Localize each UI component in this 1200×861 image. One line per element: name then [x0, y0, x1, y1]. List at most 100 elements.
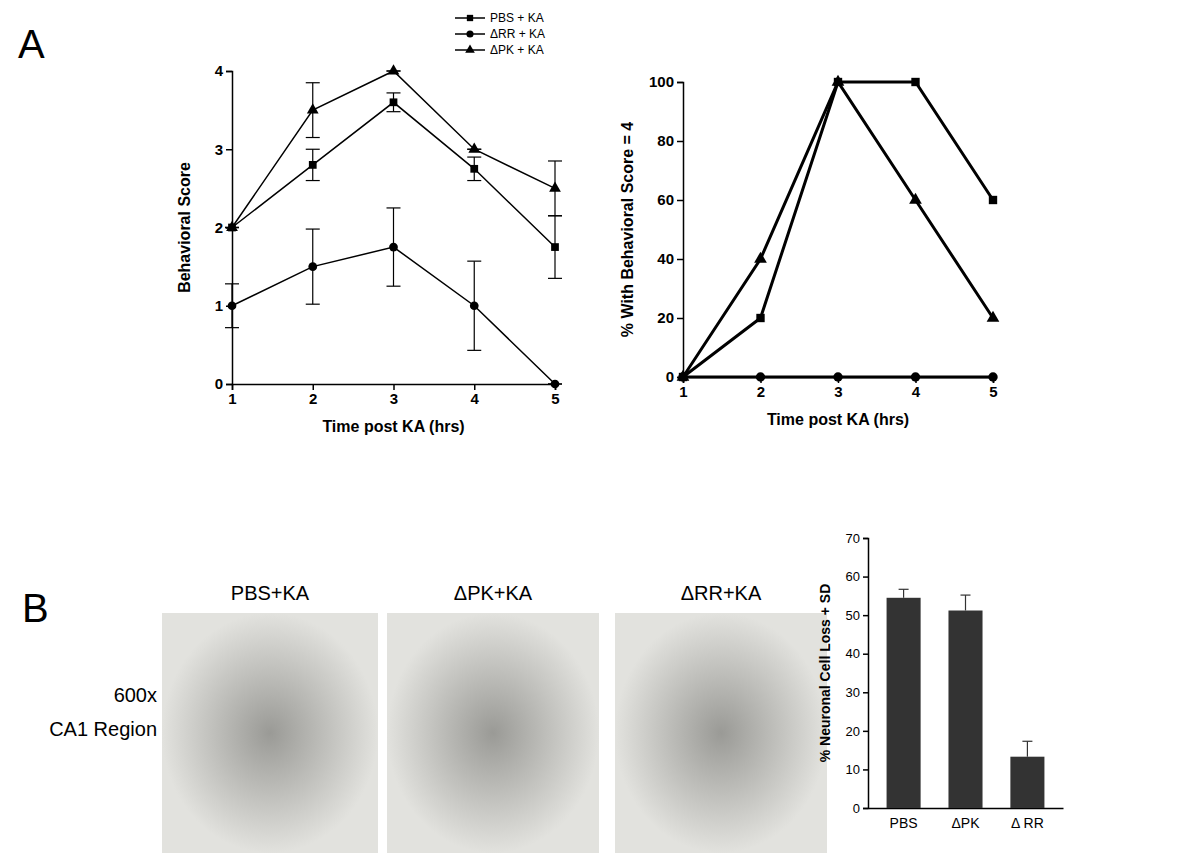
- marker: [989, 196, 997, 204]
- tick-label: 60: [846, 569, 860, 584]
- error-line: [965, 595, 966, 610]
- marker: [987, 311, 1000, 322]
- error-bar: [306, 149, 320, 180]
- error-cap: [1022, 741, 1032, 742]
- error-bar: [1022, 741, 1032, 756]
- error-cap: [548, 215, 562, 216]
- tick: 60: [657, 191, 683, 208]
- tick-label: 80: [657, 132, 674, 149]
- tick-label: 20: [657, 309, 674, 326]
- tick-mark: [863, 538, 868, 540]
- tick-label: 20: [846, 724, 860, 739]
- tick: 1: [228, 384, 236, 407]
- marker: [549, 182, 561, 192]
- marker: [909, 193, 922, 204]
- series-line: [683, 82, 993, 377]
- legend-marker: [465, 44, 475, 52]
- error-line: [1027, 741, 1028, 756]
- axis-title: % Neuronal Cell Loss + SD: [817, 584, 833, 763]
- marker: [911, 372, 920, 381]
- tick-mark: [863, 576, 868, 578]
- tick: 50: [846, 608, 868, 623]
- bar: [948, 611, 982, 808]
- error-bar: [387, 93, 401, 112]
- error-cap: [548, 278, 562, 279]
- axis: 010203040506070: [846, 531, 869, 816]
- tick: 3: [390, 384, 398, 407]
- error-bar: [387, 208, 401, 286]
- figure: ABPBS+KAΔPK+KAΔRR+KA600xCA1 Region123450…: [0, 0, 1200, 861]
- tick-mark: [863, 653, 868, 655]
- chart: 1234501234Time post KA (hrs)Behavioral S…: [176, 11, 562, 435]
- tick-label: 3: [834, 383, 842, 400]
- tick-label: 40: [657, 250, 674, 267]
- panel-label: A: [18, 22, 45, 66]
- chart: 010203040506070PBSΔPKΔ RR% Neuronal Cell…: [817, 531, 1064, 831]
- error-bar: [548, 161, 562, 216]
- error-cap: [548, 215, 562, 216]
- micrograph-title: ΔPK+KA: [454, 582, 533, 604]
- error-bar: [225, 284, 239, 328]
- tick: 40: [846, 646, 868, 661]
- marker: [388, 64, 400, 74]
- error-bar: [306, 229, 320, 304]
- tick-mark: [677, 200, 683, 202]
- error-cap: [387, 207, 401, 208]
- micrograph-title: PBS+KA: [231, 582, 310, 604]
- tick: 2: [309, 384, 317, 407]
- marker: [390, 98, 398, 106]
- marker: [756, 314, 764, 322]
- error-cap: [225, 283, 239, 284]
- axis-title: % With Behavioral Score = 4: [619, 122, 636, 338]
- marker: [677, 370, 690, 381]
- axis: 020406080100: [649, 73, 684, 385]
- tick-label: 4: [912, 383, 921, 400]
- tick-mark: [226, 71, 232, 73]
- marker: [228, 301, 237, 310]
- tick: Δ RR: [1011, 808, 1044, 831]
- tick-mark: [863, 808, 868, 810]
- micrograph: [162, 613, 378, 853]
- error-bar: [467, 157, 481, 180]
- axis: 12345: [228, 384, 559, 407]
- tick-label: 30: [846, 685, 860, 700]
- marker: [551, 380, 560, 389]
- plot-area: [887, 589, 1045, 808]
- marker: [551, 243, 559, 251]
- tick-label: 60: [657, 191, 674, 208]
- tick-label: 0: [853, 801, 860, 816]
- error-cap: [467, 350, 481, 351]
- marker: [832, 75, 845, 86]
- axis-title: Time post KA (hrs): [767, 411, 909, 428]
- axis: PBSΔPKΔ RR: [869, 808, 1064, 831]
- tick: 40: [657, 250, 683, 267]
- legend-item: PBS + KA: [455, 11, 544, 25]
- tick: 30: [846, 685, 868, 700]
- bar: [887, 598, 921, 808]
- marker: [468, 142, 480, 152]
- marker: [226, 221, 238, 231]
- tick-mark: [677, 318, 683, 320]
- tick-mark: [863, 692, 868, 694]
- tick-label: 2: [309, 390, 317, 407]
- tick-label: 3: [215, 141, 223, 158]
- marker: [988, 372, 997, 381]
- micrograph-title: ΔRR+KA: [681, 582, 762, 604]
- bar: [1010, 757, 1044, 808]
- tick: 4: [215, 62, 232, 79]
- tick-label: 70: [846, 531, 860, 546]
- tick-label: 2: [757, 383, 765, 400]
- tick-mark: [863, 769, 868, 771]
- tick-label: 4: [471, 390, 480, 407]
- plot-area: [677, 75, 1000, 382]
- error-cap: [306, 304, 320, 305]
- tick-label: PBS: [890, 815, 918, 831]
- legend-label: ΔPK + KA: [490, 43, 544, 57]
- marker: [308, 262, 317, 271]
- axis-line: [863, 539, 869, 809]
- tick-mark: [677, 141, 683, 143]
- tick-label: 5: [989, 383, 997, 400]
- tick: 20: [657, 309, 683, 326]
- error-cap: [225, 327, 239, 328]
- tick-label: 2: [215, 219, 223, 236]
